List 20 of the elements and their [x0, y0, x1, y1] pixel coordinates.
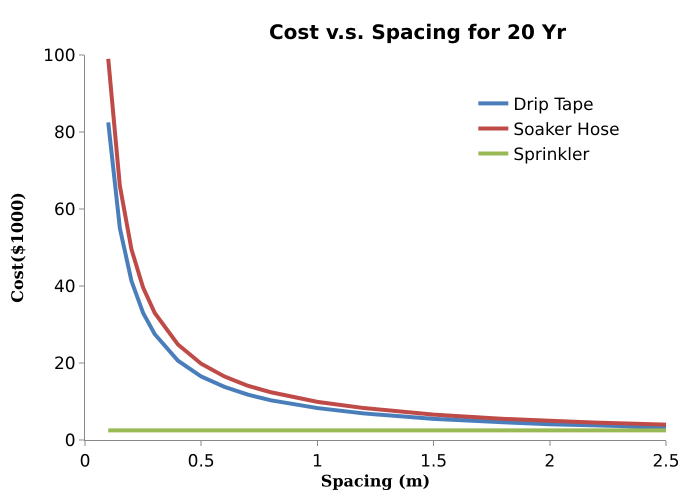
legend-label: Soaker Hose	[513, 120, 620, 140]
x-axis-title: Spacing (m)	[320, 471, 430, 490]
x-tick-label: 2	[544, 451, 556, 472]
legend-label: Sprinkler	[513, 145, 590, 166]
x-tick-label: 2.5	[652, 451, 680, 472]
y-tick-label: 100	[43, 46, 76, 66]
x-tick-label: 1.5	[420, 451, 448, 472]
x-tick-label: 0.5	[188, 451, 215, 472]
y-tick-label: 0	[64, 430, 76, 451]
line-series	[106, 120, 666, 430]
x-tick-label: 1	[312, 451, 323, 472]
chart-title: Cost v.s. Spacing for 20 Yr	[269, 20, 566, 44]
y-axis-title: Cost($1000)	[8, 192, 28, 303]
x-tick-label: 0	[80, 451, 90, 472]
line-series	[106, 56, 666, 427]
y-tick-label: 80	[54, 122, 76, 143]
y-tick-label: 40	[54, 276, 76, 297]
y-tick-label: 60	[54, 200, 76, 220]
legend-label: Drip Tape	[513, 94, 594, 115]
y-tick-label: 20	[54, 354, 76, 374]
